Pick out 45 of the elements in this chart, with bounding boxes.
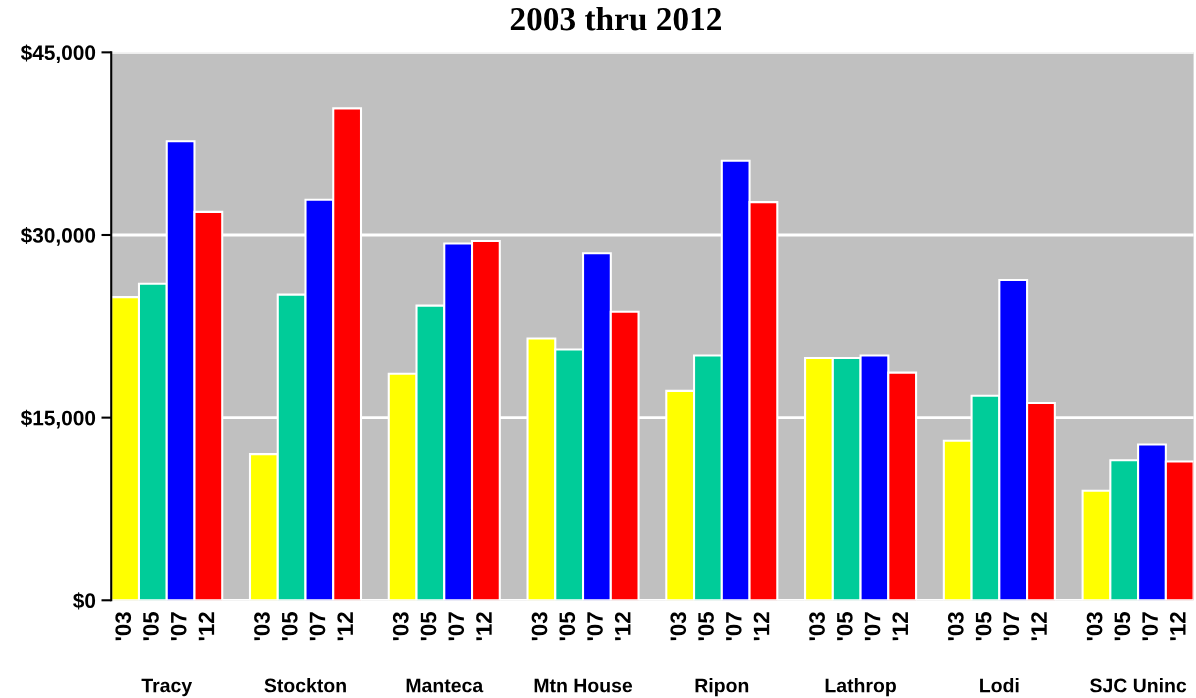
x-tick-label: Mtn House <box>534 678 633 693</box>
text: '03 <box>809 612 825 641</box>
text: '03 <box>531 612 548 641</box>
text: '07 <box>309 612 326 641</box>
text: '12 <box>337 612 353 641</box>
chart-title: 2003 thru 2012 <box>510 6 721 31</box>
text: '07 <box>1003 612 1020 641</box>
text: '07 <box>448 612 465 641</box>
x-tick-label: SJC Uninc <box>1090 678 1187 693</box>
text: '05 <box>281 612 298 641</box>
text: '03 <box>254 612 270 641</box>
text: '07 <box>725 612 742 641</box>
text: '12 <box>753 612 770 641</box>
text: '03 <box>947 612 964 641</box>
y-tick-label: $30,000 <box>20 227 96 246</box>
text: '12 <box>892 612 908 641</box>
text: '05 <box>975 612 992 641</box>
text: '12 <box>198 612 215 641</box>
text: '05 <box>698 612 714 641</box>
text: '03 <box>670 612 687 641</box>
text: '07 <box>864 612 881 641</box>
text: '12 <box>1031 612 1047 641</box>
text: '12 <box>476 612 492 641</box>
text: '05 <box>1114 612 1131 641</box>
text: '05 <box>420 612 437 641</box>
x-tick-label: Manteca <box>406 678 484 693</box>
text: '03 <box>115 612 132 641</box>
text: '05 <box>836 612 853 641</box>
text: '07 <box>1142 612 1158 641</box>
text: '03 <box>1086 612 1103 641</box>
text: '05 <box>143 612 159 641</box>
x-tick-label: Lodi <box>980 678 1019 693</box>
text: '07 <box>170 612 187 641</box>
text: '07 <box>587 612 603 641</box>
x-tick-label: Lathrop <box>825 678 896 697</box>
text: '05 <box>559 612 576 641</box>
y-tick-label: $45,000 <box>20 44 96 64</box>
text: '03 <box>392 612 409 641</box>
x-tick-label: Ripon <box>695 678 749 697</box>
y-tick-label: $15,000 <box>20 409 96 429</box>
x-tick-label: Stockton <box>264 678 346 693</box>
x-tick-label: Tracy <box>141 678 193 697</box>
text: '12 <box>1169 612 1186 641</box>
text: '12 <box>614 612 631 641</box>
y-tick-label: $0 <box>73 592 96 610</box>
